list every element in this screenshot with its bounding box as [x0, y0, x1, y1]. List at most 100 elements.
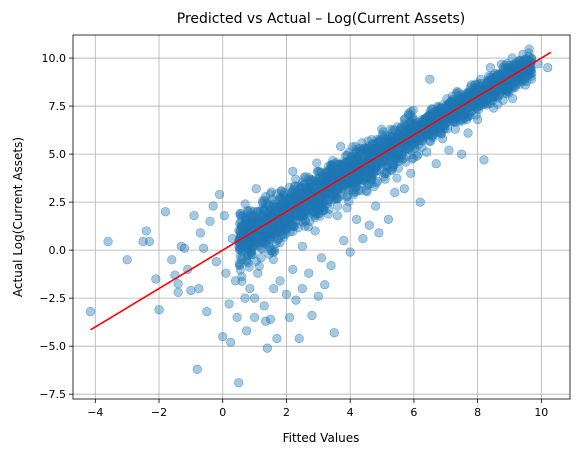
scatter-point	[199, 244, 208, 253]
scatter-point	[390, 188, 399, 197]
scatter-point	[231, 277, 240, 286]
scatter-point-dense	[409, 137, 418, 146]
scatter-point	[265, 238, 274, 247]
scatter-point	[301, 182, 310, 191]
scatter-point	[473, 115, 482, 124]
scatter-point	[206, 217, 215, 226]
scatter-point	[279, 200, 288, 209]
scatter-point	[236, 227, 245, 236]
x-tick-label: 8	[474, 406, 481, 419]
scatter-point-dense	[343, 178, 352, 187]
scatter-point	[320, 280, 329, 289]
scatter-point	[238, 255, 247, 264]
scatter-point-dense	[366, 169, 375, 178]
scatter-point	[218, 332, 227, 341]
scatter-point	[505, 67, 514, 76]
scatter-point	[220, 211, 229, 220]
scatter-point	[212, 257, 221, 266]
scatter-point	[394, 157, 403, 166]
scatter-point	[327, 261, 336, 270]
scatter-point	[438, 134, 447, 143]
scatter-point	[269, 284, 278, 293]
scatter-point	[258, 211, 267, 220]
scatter-point	[336, 142, 345, 151]
scatter-point	[512, 75, 521, 84]
scatter-point	[375, 229, 384, 238]
scatter-point	[359, 234, 368, 243]
scatter-point	[387, 133, 396, 142]
scatter-point	[476, 75, 485, 84]
scatter-point	[435, 106, 444, 115]
x-axis-title: Fitted Values	[283, 431, 360, 445]
scatter-point	[263, 344, 272, 353]
scatter-point	[304, 269, 313, 278]
scatter-point	[285, 313, 294, 322]
scatter-point	[470, 100, 479, 109]
scatter-point	[234, 378, 243, 387]
scatter-point	[167, 255, 176, 264]
scatter-point	[314, 292, 323, 301]
scatter-point	[190, 211, 199, 220]
scatter-point-dense	[287, 189, 296, 198]
scatter-point	[145, 237, 154, 246]
scatter-point	[451, 125, 460, 134]
scatter-point	[104, 237, 113, 246]
scatter-point-dense	[393, 174, 402, 183]
scatter-point	[215, 190, 224, 199]
y-tick-label: −7.5	[39, 388, 66, 401]
scatter-point	[274, 234, 283, 243]
scatter-point	[260, 196, 269, 205]
scatter-point-dense	[267, 188, 276, 197]
x-tick-label: 4	[347, 406, 354, 419]
scatter-point	[489, 104, 498, 113]
scatter-point	[365, 221, 374, 230]
scatter-point	[330, 328, 339, 337]
scatter-point-dense	[334, 194, 343, 203]
scatter-point	[480, 156, 489, 165]
scatter-point	[282, 225, 291, 234]
scatter-point	[527, 69, 536, 78]
scatter-point	[343, 204, 352, 213]
scatter-point	[247, 250, 256, 259]
y-tick-label: 2.5	[49, 196, 67, 209]
scatter-point	[260, 302, 269, 311]
scatter-point-dense	[411, 123, 420, 132]
x-tick-label: −4	[87, 406, 103, 419]
scatter-point	[244, 207, 253, 216]
scatter-point	[467, 81, 476, 90]
scatter-point	[242, 327, 251, 336]
scatter-point	[289, 265, 298, 274]
y-axis-title: Actual Log(Current Assets)	[11, 137, 25, 297]
scatter-point	[378, 156, 387, 165]
scatter-point	[266, 315, 275, 324]
scatter-point	[295, 334, 304, 343]
scatter-point	[298, 242, 307, 251]
scatter-point	[461, 109, 470, 118]
scatter-point-dense	[401, 114, 410, 123]
scatter-point	[371, 202, 380, 211]
scatter-point	[464, 129, 473, 138]
scatter-point	[222, 269, 231, 278]
x-tick-label: −2	[151, 406, 167, 419]
x-tick-label: 0	[219, 406, 226, 419]
scatter-point-dense	[349, 190, 358, 199]
scatter-point	[292, 211, 301, 220]
scatter-point	[180, 244, 189, 253]
scatter-point	[123, 255, 132, 264]
scatter-point	[276, 277, 285, 286]
scatter-point	[426, 75, 435, 84]
scatter-point-dense	[394, 147, 403, 156]
scatter-point	[397, 123, 406, 132]
scatter-point	[253, 269, 262, 278]
scatter-point	[346, 248, 355, 257]
scatter-point	[515, 61, 524, 70]
scatter-point	[225, 300, 234, 309]
scatter-point-dense	[309, 208, 318, 217]
scatter-point	[499, 96, 508, 105]
scatter-point	[289, 167, 298, 176]
x-tick-label: 6	[410, 406, 417, 419]
scatter-point	[282, 290, 291, 299]
scatter-point-dense	[379, 128, 388, 137]
scatter-point	[314, 167, 323, 176]
